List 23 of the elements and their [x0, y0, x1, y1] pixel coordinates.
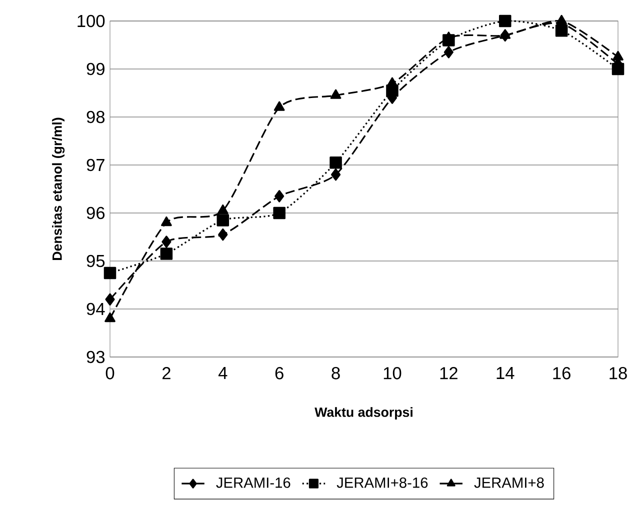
x-tick-label: 18 — [610, 367, 627, 380]
y-axis-title: Densitas etanol (gr/ml) — [52, 118, 65, 260]
x-tick-label: 2 — [162, 367, 170, 380]
x-tick-label: 10 — [384, 367, 402, 380]
x-axis-title: Waktu adsorpsi — [314, 407, 412, 420]
x-tick-label: 12 — [440, 367, 458, 380]
x-tick-label: 14 — [496, 367, 514, 379]
x-tick-label: 8 — [332, 367, 340, 380]
y-tick-label: 95 — [86, 254, 105, 268]
y-tick-label: 93 — [86, 350, 105, 364]
x-tick-label: 16 — [553, 367, 570, 380]
legend-label: JERAMI-16 — [216, 477, 290, 488]
y-tick-label: 96 — [86, 206, 105, 220]
y-tick-label: 99 — [86, 62, 104, 76]
y-tick-label: 100 — [78, 14, 105, 28]
x-tick-label: 6 — [275, 367, 284, 380]
legend-label: JERAMI+8 — [474, 477, 544, 488]
y-tick-label: 98 — [86, 110, 105, 124]
y-tick-label: 97 — [86, 158, 104, 172]
x-tick-label: 0 — [106, 367, 114, 380]
x-tick-label: 4 — [218, 367, 228, 379]
legend-label: JERAMI+8-16 — [336, 477, 428, 488]
y-tick-label: 94 — [86, 302, 105, 316]
